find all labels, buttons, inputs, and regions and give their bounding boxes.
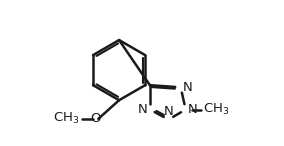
Text: N: N [188,103,198,116]
Text: CH$_3$: CH$_3$ [53,111,79,126]
Text: CH$_3$: CH$_3$ [202,102,229,117]
Text: N: N [183,81,193,94]
Text: N: N [137,103,147,116]
Text: O: O [90,112,101,125]
Text: N: N [164,105,173,118]
